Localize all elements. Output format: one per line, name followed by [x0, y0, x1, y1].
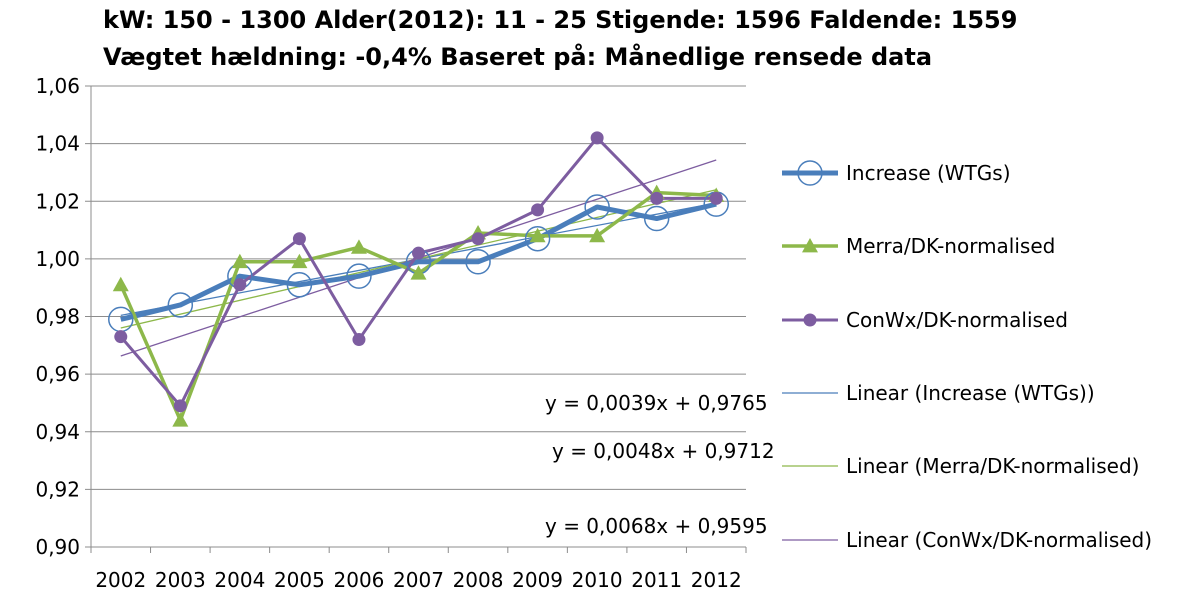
x-tick-label: 2012: [691, 568, 742, 592]
y-tick-label: 1,04: [35, 132, 80, 156]
legend-marker: [802, 238, 818, 253]
trendline-equation: y = 0,0039x + 0,9765: [545, 391, 768, 415]
y-tick-label: 0,92: [35, 477, 80, 501]
data-point: [346, 263, 372, 289]
data-series: [108, 131, 729, 427]
y-tick-label: 0,90: [35, 535, 80, 559]
x-tick-label: 2005: [274, 568, 325, 592]
data-point: [524, 225, 551, 252]
x-tick-label: 2004: [214, 568, 265, 592]
legend-label: Linear (Increase (WTGs)): [846, 381, 1095, 405]
data-point: [643, 205, 670, 232]
data-point: [471, 232, 485, 246]
data-point: [233, 278, 247, 292]
y-tick-label: 1,06: [35, 74, 80, 98]
data-point: [350, 239, 367, 254]
data-point: [173, 399, 187, 413]
legend-label: Merra/DK-normalised: [846, 234, 1055, 258]
data-point: [529, 227, 546, 243]
series-line-2: [119, 190, 717, 422]
data-point: [531, 203, 545, 217]
y-tick-label: 0,94: [35, 420, 80, 444]
data-point: [709, 191, 723, 205]
trendline-equations: y = 0,0039x + 0,9765 y = 0,0048x + 0,9712…: [545, 391, 775, 538]
x-tick-label: 2006: [334, 568, 385, 592]
legend-marker: [803, 313, 817, 327]
chart-title-line-1: kW: 150 - 1300 Alder(2012): 11 - 25 Stig…: [103, 6, 1018, 34]
legend-label: Increase (WTGs): [846, 161, 1011, 185]
trendline-equation: y = 0,0048x + 0,9712: [552, 439, 775, 463]
data-point: [589, 227, 606, 243]
legend-label: Linear (ConWx/DK-normalised): [846, 528, 1152, 552]
x-tick-label: 2003: [155, 568, 206, 592]
data-point: [291, 253, 308, 269]
data-point: [584, 194, 610, 220]
data-point: [172, 412, 189, 427]
legend: Increase (WTGs) Merra/DK-normalised ConWx/…: [782, 160, 1152, 552]
y-tick-label: 1,02: [35, 189, 80, 213]
data-point: [590, 131, 604, 145]
chart-title-line-2: Vægtet hældning: -0,4% Baseret på: Måned…: [103, 43, 933, 71]
x-tick-label: 2009: [512, 568, 563, 592]
legend-label: Linear (Merra/DK-normalised): [846, 454, 1139, 478]
gridlines: [91, 85, 746, 490]
data-point: [167, 292, 194, 318]
y-tick-label: 1,00: [35, 247, 80, 271]
x-tick-label: 2011: [631, 568, 682, 592]
data-point: [114, 330, 128, 344]
legend-label: ConWx/DK-normalised: [846, 308, 1068, 332]
data-point: [465, 249, 491, 275]
data-point: [650, 191, 664, 205]
axes: 0,90 0,92 0,94 0,96 0,98 1,00 1,02 1,04 1,06 2002…: [35, 74, 747, 592]
data-point: [292, 232, 306, 246]
x-tick-label: 2007: [393, 568, 444, 592]
legend-marker: [797, 160, 823, 186]
trendline-equation: y = 0,0068x + 0,9595: [545, 514, 768, 538]
data-point: [286, 272, 313, 298]
chart-title: kW: 150 - 1300 Alder(2012): 11 - 25 Stig…: [103, 2, 1103, 76]
data-point: [352, 333, 366, 347]
data-point: [112, 276, 129, 292]
y-tick-label: 0,98: [35, 305, 80, 329]
data-point: [410, 265, 427, 280]
series-line-1: [120, 201, 717, 322]
x-tick-label: 2010: [572, 568, 623, 592]
data-point: [412, 246, 425, 260]
x-tick-label: 2008: [453, 568, 504, 592]
data-point: [231, 253, 248, 269]
y-tick-label: 0,96: [35, 362, 80, 386]
x-tick-label: 2002: [95, 568, 146, 592]
